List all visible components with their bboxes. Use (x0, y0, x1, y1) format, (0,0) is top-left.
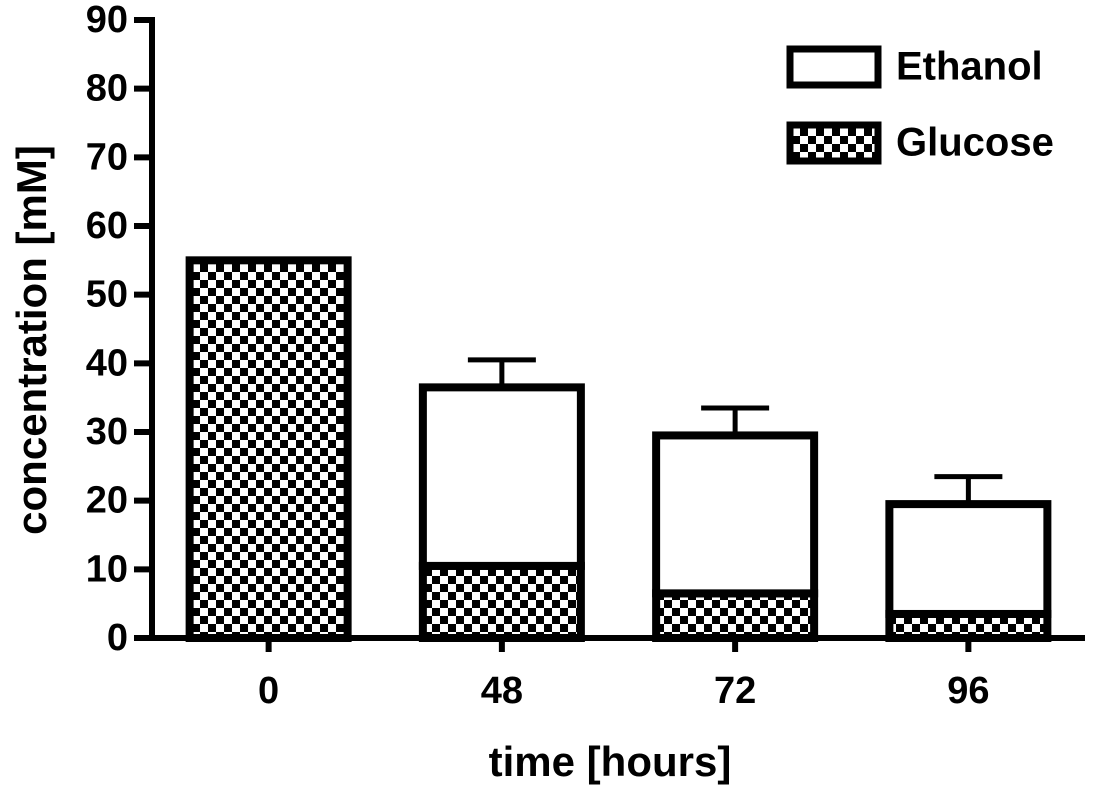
x-tick-label: 0 (258, 670, 279, 712)
error-bar (934, 474, 1003, 505)
y-axis-title: concentration [mM] (8, 145, 55, 535)
y-tick-label: 40 (86, 342, 128, 384)
error-bar (701, 405, 770, 436)
y-tick-label: 70 (86, 136, 128, 178)
bar-segment (652, 431, 819, 598)
x-axis-title: time [hours] (489, 738, 732, 785)
y-tick-label: 60 (86, 205, 128, 247)
legend-label: Ethanol (896, 45, 1043, 89)
error-bar (467, 357, 536, 388)
y-tick-label: 90 (86, 0, 128, 41)
y-tick-label: 30 (86, 411, 128, 453)
y-tick-label: 0 (107, 617, 128, 659)
bar-segment (418, 561, 585, 643)
y-tick-label: 10 (86, 548, 128, 590)
legend-label: Glucose (896, 121, 1054, 165)
y-tick-label: 80 (86, 68, 128, 110)
bar-segment (652, 589, 819, 642)
bar-segment (885, 500, 1052, 618)
legend-swatch (786, 45, 882, 89)
x-tick-label: 72 (714, 670, 756, 712)
x-tick-label: 96 (947, 670, 989, 712)
y-tick-label: 50 (86, 274, 128, 316)
x-tick-label: 48 (481, 670, 523, 712)
bar-segment (418, 383, 585, 570)
bar-segment (185, 256, 352, 642)
y-tick-label: 20 (86, 480, 128, 522)
legend-swatch (786, 121, 882, 165)
